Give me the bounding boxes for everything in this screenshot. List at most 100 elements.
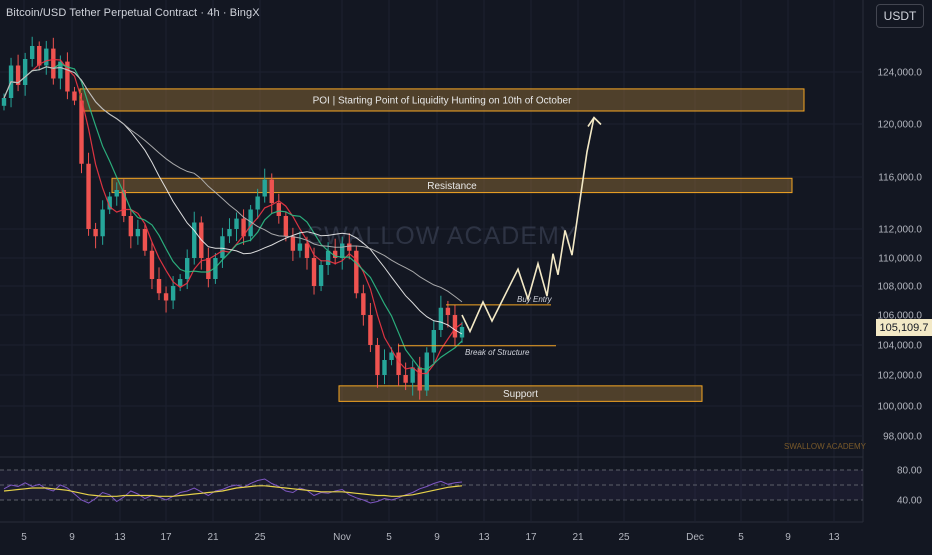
x-tick-label: 5 [738, 532, 744, 543]
candle-body [248, 209, 253, 237]
candle-body [290, 236, 296, 251]
x-tick-label: 21 [572, 532, 584, 543]
candle-body [403, 375, 408, 383]
x-tick-label: 13 [114, 532, 126, 543]
rsi-line [3, 478, 463, 504]
x-axis-bg [0, 522, 932, 550]
x-tick-label: Dec [686, 532, 704, 543]
candle-body [452, 315, 458, 338]
candle-body [262, 179, 267, 197]
level-label: Buy Entry [517, 295, 553, 304]
zone-label: Support [503, 389, 538, 400]
y-tick-label: 110,000.0 [878, 254, 922, 265]
x-tick-label: Nov [333, 532, 351, 543]
x-tick-label: 21 [207, 532, 219, 543]
moving-average-line [3, 63, 463, 371]
y-tick-label: 106,000.0 [878, 311, 923, 322]
candle-body [185, 258, 190, 279]
candle-body [128, 216, 134, 237]
candle-body [29, 46, 35, 59]
projection-arrowhead [587, 116, 602, 127]
candle-body [58, 61, 63, 79]
rsi-ma-line [3, 485, 463, 497]
chart-title: Bitcoin/USD Tether Perpetual Contract · … [6, 7, 260, 19]
y-tick-label: 98,000.0 [883, 432, 922, 443]
candle-body [213, 258, 218, 279]
candle-body [149, 250, 155, 279]
candle-body [170, 286, 176, 301]
y-tick-label: 108,000.0 [878, 282, 923, 293]
candle-body [431, 330, 437, 353]
candle-body [234, 218, 239, 229]
candle-body [417, 367, 422, 391]
candle-body [163, 293, 169, 301]
candle-body [135, 229, 141, 237]
rsi-tick-label: 40.00 [897, 496, 922, 507]
candle-body [79, 100, 84, 164]
level-label: Break of Structure [465, 348, 530, 357]
candle-body [368, 315, 373, 345]
candle-body [177, 279, 183, 286]
candle-body [192, 222, 197, 258]
x-tick-label: 17 [160, 532, 172, 543]
x-tick-label: 13 [828, 532, 840, 543]
candle-body [311, 258, 317, 286]
x-tick-label: 5 [21, 532, 27, 543]
candle-body [382, 360, 387, 375]
y-tick-label: 112,000.0 [878, 225, 922, 236]
candle-body [107, 196, 112, 210]
zone-box [111, 177, 793, 194]
candle-body [72, 91, 77, 101]
candle-body [283, 216, 289, 237]
candle-body [255, 196, 260, 210]
zone-box [79, 88, 805, 112]
y-tick-label: 116,000.0 [878, 173, 922, 184]
zone-box [338, 385, 703, 402]
y-tick-label: 102,000.0 [878, 371, 923, 382]
candle-body [375, 345, 380, 375]
currency-selector-button[interactable]: USDT [876, 4, 924, 28]
x-tick-label: 9 [434, 532, 440, 543]
candle-body [44, 48, 49, 66]
x-tick-label: 9 [785, 532, 791, 543]
candle-body [220, 236, 225, 258]
candle-body [445, 307, 451, 315]
candle-body [332, 250, 338, 258]
rsi-tick-label: 80.00 [897, 466, 922, 477]
candle-body [51, 48, 56, 79]
candle-body [438, 307, 444, 330]
candle-body [325, 250, 331, 265]
candle-body [361, 293, 366, 315]
candle-body [15, 65, 21, 85]
moving-average-line [3, 66, 463, 303]
candle-body [121, 190, 126, 216]
x-tick-label: 5 [386, 532, 392, 543]
candle-body [396, 352, 401, 375]
y-tick-label: 120,000.0 [878, 120, 923, 131]
candle-body [65, 61, 70, 92]
candle-body [347, 243, 352, 251]
candle-body [227, 229, 232, 237]
candle-body [340, 243, 345, 258]
zone-label: Resistance [427, 181, 477, 192]
candle-body [114, 190, 119, 197]
candle-body [206, 258, 211, 279]
candle-body [459, 327, 465, 338]
candle-body [389, 352, 394, 360]
candle-body [424, 352, 429, 391]
zone-label: POI | Starting Point of Liquidity Huntin… [313, 95, 573, 106]
projection-path [461, 117, 595, 334]
candle-body [142, 229, 148, 251]
candle-body [318, 265, 324, 286]
watermark-text: SWALLOW ACADEMY [306, 222, 577, 250]
candle-body [410, 367, 415, 383]
x-tick-label: 13 [478, 532, 490, 543]
x-tick-label: 25 [254, 532, 266, 543]
candle-body [304, 243, 310, 258]
candle-body [37, 46, 42, 66]
candle-body [297, 243, 303, 251]
watermark-small-text: SWALLOW ACADEMY [784, 442, 867, 451]
y-tick-label: 124,000.0 [878, 68, 923, 79]
